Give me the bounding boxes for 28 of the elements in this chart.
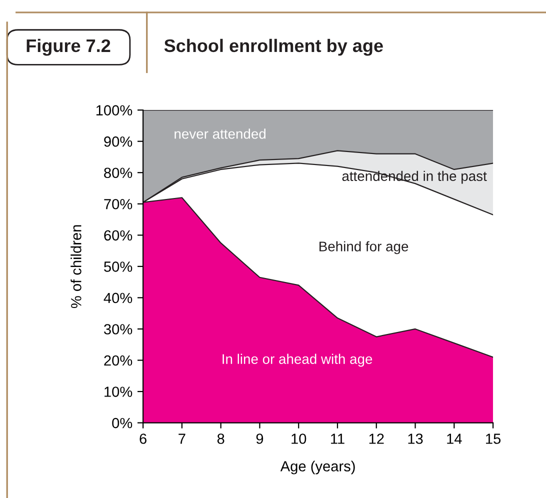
x-tick-label: 8 — [217, 434, 224, 444]
y-tick-label: 0% — [112, 418, 132, 428]
y-tick-label: 100% — [96, 105, 132, 116]
chart-title: School enrollment by age — [164, 38, 383, 56]
y-tick-label: 50% — [104, 262, 132, 272]
x-tick-label: 15 — [486, 434, 501, 444]
y-tick-label: 70% — [104, 198, 132, 210]
x-tick-label: 6 — [140, 434, 146, 444]
x-tick-label: 9 — [256, 434, 264, 444]
annotation: In line or ahead with age — [222, 354, 372, 367]
y-tick-label: 90% — [104, 136, 132, 147]
x-tick-label: 10 — [292, 434, 306, 444]
y-tick-label: 80% — [104, 168, 132, 178]
y-tick-label: 40% — [104, 292, 132, 304]
x-tick-label: 14 — [447, 434, 462, 444]
y-tick-label: 10% — [104, 386, 132, 397]
y-tick-label: 20% — [104, 355, 132, 366]
annotation: Behind for age — [320, 241, 408, 254]
y-tick-label: 60% — [104, 230, 132, 241]
annotation: never attended — [174, 128, 266, 139]
x-tick-label: 7 — [178, 434, 186, 444]
y-axis-title: % of children — [70, 225, 82, 308]
x-tick-label: 11 — [331, 434, 344, 444]
x-tick-label: 12 — [369, 434, 384, 444]
caption: Figure 7.2 — [26, 38, 110, 56]
x-tick-label: 13 — [408, 434, 423, 444]
y-tick-label: 30% — [104, 324, 132, 334]
x-axis-title: Age (years) — [280, 460, 355, 474]
